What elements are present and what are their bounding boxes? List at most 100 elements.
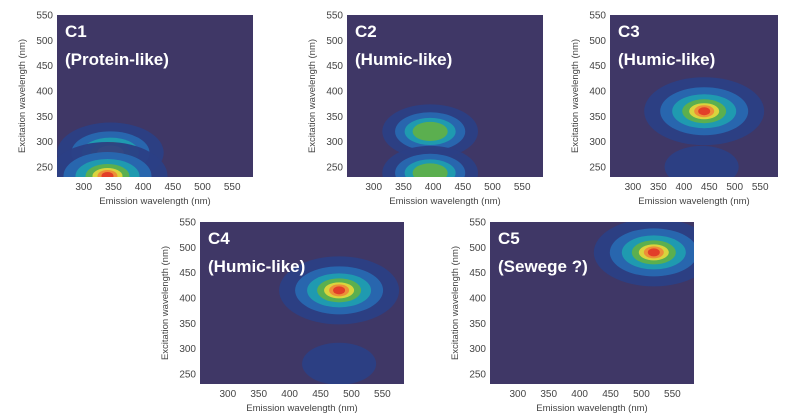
c5-xtick-350: 350	[540, 389, 557, 400]
c2-xtick-400: 400	[425, 182, 442, 193]
c4-xtick-450: 450	[312, 389, 329, 400]
c2-ytick-250: 250	[326, 162, 343, 173]
c3-xtick-550: 550	[752, 182, 769, 193]
c3-ytick-450: 450	[589, 61, 606, 72]
c3-ylabel: Excitation wavelength (nm)	[570, 39, 581, 153]
c1-ytick-550: 550	[36, 11, 53, 22]
c2-xtick-500: 500	[484, 182, 501, 193]
c5-ylabel: Excitation wavelength (nm)	[450, 246, 461, 360]
c1-subtitle: (Protein-like)	[65, 50, 169, 69]
c3-xtick-300: 300	[625, 182, 642, 193]
c2-subtitle: (Humic-like)	[355, 50, 452, 69]
c4-peak-2-level-1	[302, 342, 377, 384]
c4-ytick-550: 550	[179, 218, 196, 229]
c3-xtick-350: 350	[650, 182, 667, 193]
chart-c2: 300 350 400 450 500 550 250 300 350 400 450 500 550 E…	[307, 11, 543, 207]
c4-ytick-350: 350	[179, 319, 196, 330]
c2-xtick-550: 550	[514, 182, 531, 193]
c5-xtick-400: 400	[571, 389, 588, 400]
c3-ytick-500: 500	[589, 36, 606, 47]
c4-ylabel: Excitation wavelength (nm)	[160, 246, 171, 360]
c3-xtick-500: 500	[726, 182, 743, 193]
c1-ytick-500: 500	[36, 36, 53, 47]
c3-xlabel: Emission wavelength (nm)	[638, 196, 749, 207]
c3-subtitle: (Humic-like)	[618, 50, 715, 69]
chart-c5: 300 350 400 450 500 550 250 300 350 400 450 500 550 E…	[450, 218, 694, 414]
c3-ytick-250: 250	[589, 162, 606, 173]
c5-ytick-500: 500	[469, 243, 486, 254]
c5-ytick-450: 450	[469, 268, 486, 279]
c4-xtick-550: 550	[374, 389, 391, 400]
c5-subtitle: (Sewege ?)	[498, 257, 588, 276]
c1-xtick-500: 500	[194, 182, 211, 193]
c5-ytick-300: 300	[469, 344, 486, 355]
c2-contours	[382, 104, 479, 177]
c4-ytick-500: 500	[179, 243, 196, 254]
c4-xtick-350: 350	[250, 389, 267, 400]
c5-xlabel: Emission wavelength (nm)	[536, 403, 647, 414]
c2-ytick-550: 550	[326, 11, 343, 22]
c2-peak-1-level-4	[412, 121, 448, 142]
chart-c3: 300 350 400 450 500 550250300350400450500550E…	[570, 11, 778, 207]
c3-peak-1-level-7	[698, 107, 711, 116]
c1-xtick-400: 400	[135, 182, 152, 193]
c3-ytick-550: 550	[589, 11, 606, 22]
c5-ytick-250: 250	[469, 369, 486, 380]
c4-ytick-450: 450	[179, 268, 196, 279]
c1-xtick-450: 450	[164, 182, 181, 193]
c1-ylabel: Excitation wavelength (nm)	[17, 39, 28, 153]
c3-title: C3	[618, 22, 640, 41]
c2-ylabel: Excitation wavelength (nm)	[307, 39, 318, 153]
c1-ytick-400: 400	[36, 86, 53, 97]
c3-ytick-300: 300	[589, 137, 606, 148]
c1-peak-2-level-7	[101, 171, 114, 177]
c3-peak-2-level-1	[664, 145, 739, 177]
c4-subtitle: (Humic-like)	[208, 257, 305, 276]
panel-c4: 300 350 400 450 500 550 250 300 350 400 450 500 550 E…	[150, 214, 412, 414]
c5-ytick-350: 350	[469, 319, 486, 330]
c1-ytick-250: 250	[36, 162, 53, 173]
c5-xtick-300: 300	[509, 389, 526, 400]
c5-ytick-550: 550	[469, 218, 486, 229]
c4-ytick-250: 250	[179, 369, 196, 380]
c1-xlabel: Emission wavelength (nm)	[99, 196, 210, 207]
c2-ytick-300: 300	[326, 137, 343, 148]
c5-xtick-450: 450	[602, 389, 619, 400]
c4-contours	[279, 256, 400, 384]
panel-c1: 300 350 400 450 500 550 250 300 350 400 450 500 550 E…	[0, 0, 262, 214]
c2-peak-2-level-4	[412, 163, 448, 177]
panel-c5: 300 350 400 450 500 550 250 300 350 400 450 500 550 E…	[440, 214, 702, 414]
c5-xtick-500: 500	[633, 389, 650, 400]
c2-ytick-500: 500	[326, 36, 343, 47]
c2-title: C2	[355, 22, 377, 41]
c2-ytick-450: 450	[326, 61, 343, 72]
c2-ytick-400: 400	[326, 86, 343, 97]
c1-contours	[57, 122, 168, 177]
c3-xtick-400: 400	[675, 182, 692, 193]
c2-ytick-350: 350	[326, 112, 343, 123]
c5-ytick-400: 400	[469, 293, 486, 304]
c4-peak-1-level-7	[333, 286, 346, 295]
c2-xlabel: Emission wavelength (nm)	[389, 196, 500, 207]
c2-xtick-350: 350	[395, 182, 412, 193]
chart-c4: 300 350 400 450 500 550 250 300 350 400 450 500 550 E…	[160, 218, 404, 414]
c4-xtick-300: 300	[219, 389, 236, 400]
panel-c3: 300 350 400 450 500 550 250 300 350 400 450 500 550 E…	[556, 0, 789, 214]
c3-contours	[644, 77, 765, 177]
c3-xtick-450: 450	[701, 182, 718, 193]
c1-xtick-550: 550	[224, 182, 241, 193]
panel-c2: 300 350 400 450 500 550 250 300 350 400 450 500 550 E…	[290, 0, 552, 214]
c4-title: C4	[208, 229, 230, 248]
c5-contours	[593, 222, 694, 287]
chart-c1: 300 350 400 450 500 550 250 300 350 400 450 500 550 E…	[17, 11, 253, 207]
c5-xtick-550: 550	[664, 389, 681, 400]
c4-ytick-400: 400	[179, 293, 196, 304]
c1-xtick-300: 300	[75, 182, 92, 193]
c2-xtick-450: 450	[454, 182, 471, 193]
c5-title: C5	[498, 229, 520, 248]
c3-ytick-350: 350	[589, 112, 606, 123]
c4-xtick-500: 500	[343, 389, 360, 400]
c1-ytick-300: 300	[36, 137, 53, 148]
c4-ytick-300: 300	[179, 344, 196, 355]
c4-xlabel: Emission wavelength (nm)	[246, 403, 357, 414]
